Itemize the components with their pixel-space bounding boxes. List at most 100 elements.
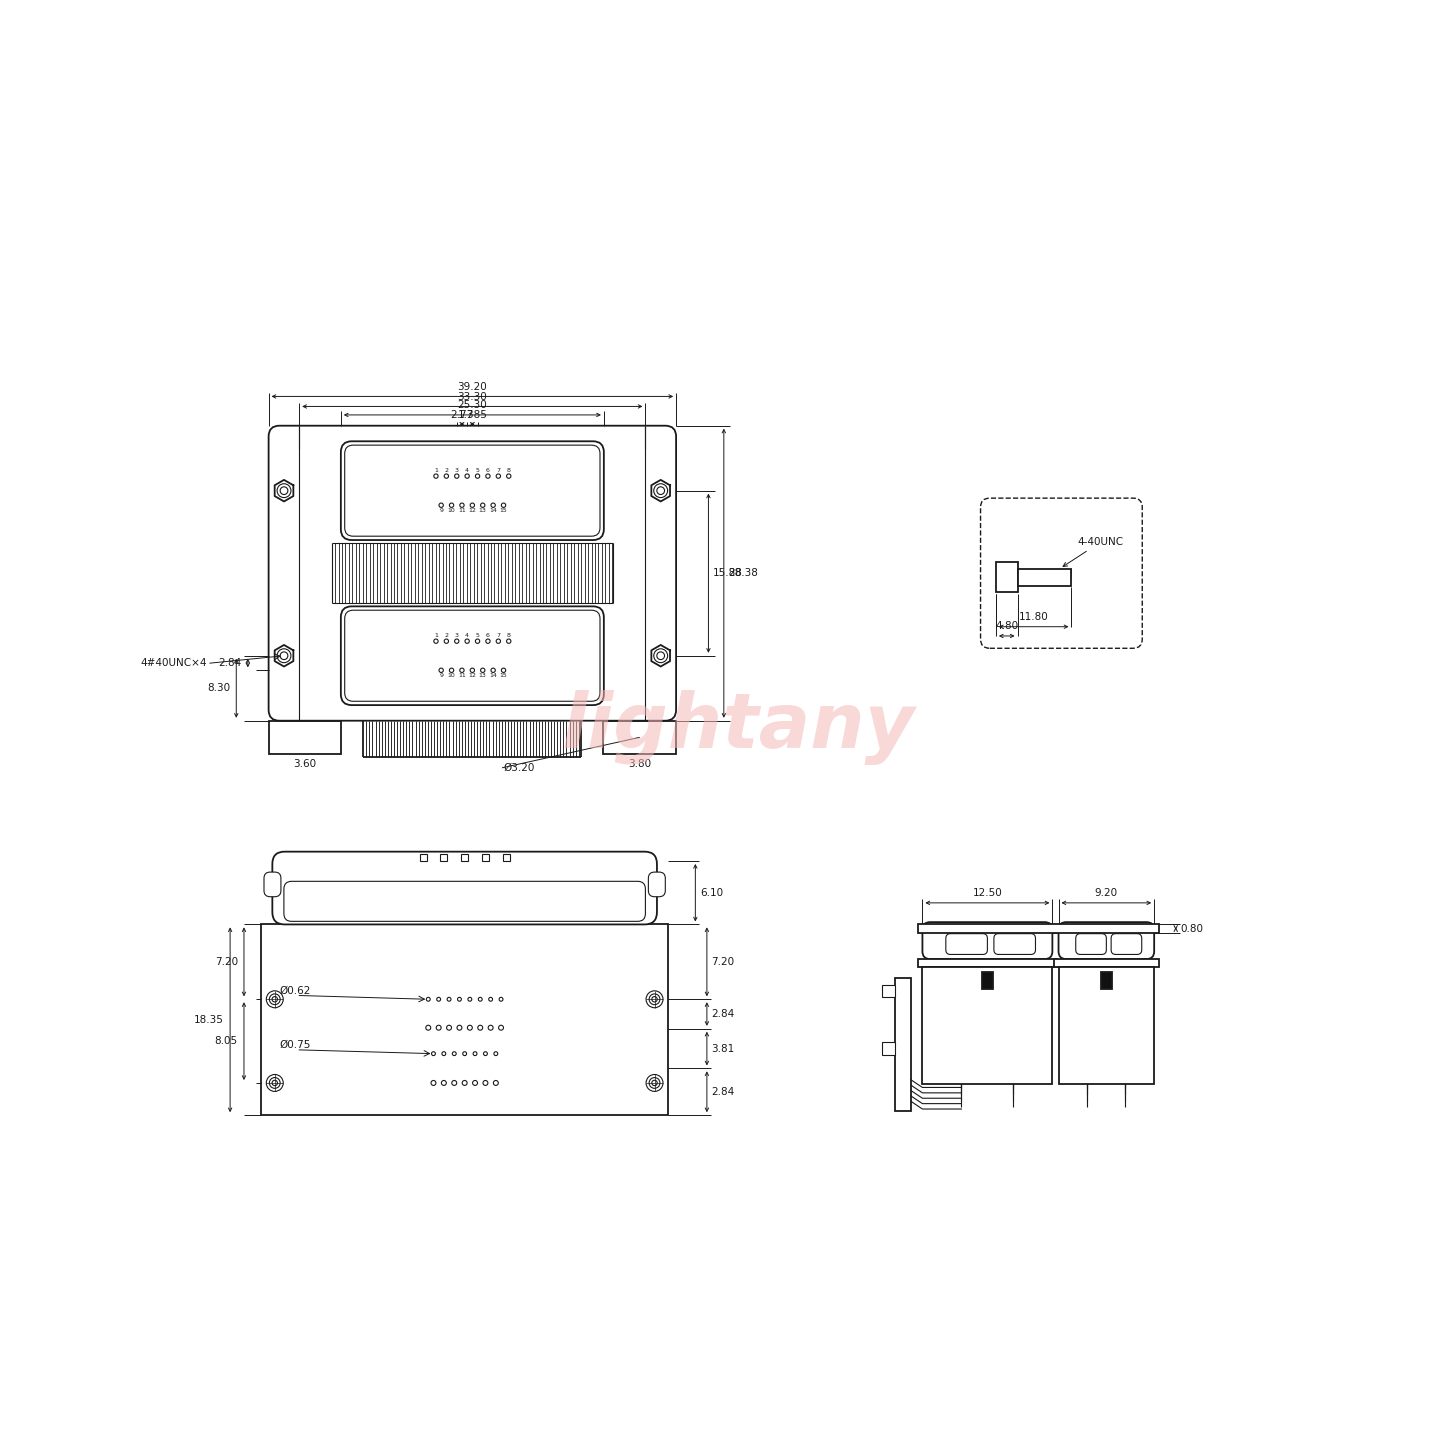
Text: 33.30: 33.30	[458, 392, 487, 402]
Text: 12.50: 12.50	[972, 888, 1002, 899]
Text: 5: 5	[475, 634, 480, 638]
Bar	[996, 562, 1018, 592]
Text: 18.35: 18.35	[194, 1015, 225, 1025]
FancyBboxPatch shape	[981, 498, 1142, 648]
FancyBboxPatch shape	[946, 933, 988, 955]
Bar	[982, 972, 992, 989]
Text: 8.05: 8.05	[215, 1037, 238, 1045]
Text: 6: 6	[487, 634, 490, 638]
Polygon shape	[651, 645, 670, 667]
Bar	[261, 924, 668, 1115]
Bar	[923, 968, 1053, 1084]
Text: 4.80: 4.80	[995, 621, 1018, 631]
Text: 2.84: 2.84	[711, 1087, 734, 1097]
Bar	[1058, 968, 1155, 1084]
Text: 39.20: 39.20	[458, 382, 487, 392]
Text: 12: 12	[468, 674, 477, 678]
FancyBboxPatch shape	[269, 426, 677, 720]
Text: 5: 5	[475, 468, 480, 474]
Text: 13: 13	[480, 508, 487, 513]
Text: 8: 8	[507, 468, 511, 474]
Text: 14: 14	[490, 508, 497, 513]
Text: 4: 4	[465, 634, 469, 638]
Text: 11.80: 11.80	[1020, 612, 1048, 622]
Text: 15: 15	[500, 674, 507, 678]
Text: 10: 10	[448, 508, 455, 513]
Text: 4#40UNC×4: 4#40UNC×4	[141, 658, 207, 668]
Text: 3.81: 3.81	[711, 1044, 734, 1054]
Text: 7: 7	[497, 634, 500, 638]
FancyBboxPatch shape	[923, 922, 1053, 959]
Bar	[461, 854, 468, 861]
Text: 12: 12	[468, 508, 477, 513]
FancyBboxPatch shape	[1076, 933, 1106, 955]
Text: 25.30: 25.30	[458, 400, 487, 410]
Text: 2.84: 2.84	[711, 1009, 734, 1020]
FancyBboxPatch shape	[648, 873, 665, 897]
FancyBboxPatch shape	[344, 445, 600, 536]
Text: 4-40UNC: 4-40UNC	[1063, 537, 1123, 566]
Text: 3.80: 3.80	[628, 759, 651, 769]
Bar	[441, 854, 448, 861]
Bar	[1102, 972, 1112, 989]
Text: 9: 9	[439, 508, 444, 513]
Text: 8: 8	[507, 634, 511, 638]
FancyBboxPatch shape	[1058, 922, 1155, 959]
Text: 2.77: 2.77	[451, 409, 474, 419]
Text: Ø0.75: Ø0.75	[279, 1040, 311, 1050]
Bar	[269, 720, 341, 755]
Polygon shape	[651, 480, 670, 501]
Text: 7: 7	[497, 468, 500, 474]
FancyBboxPatch shape	[344, 611, 600, 701]
Text: 15: 15	[500, 508, 507, 513]
Text: 9.20: 9.20	[1094, 888, 1117, 899]
Bar	[881, 985, 896, 998]
Text: 3: 3	[455, 468, 459, 474]
Text: 7.20: 7.20	[215, 956, 238, 966]
Text: 8.30: 8.30	[207, 683, 230, 693]
Text: 6.10: 6.10	[700, 887, 723, 897]
Text: Ø0.62: Ø0.62	[279, 985, 311, 995]
Bar	[482, 854, 490, 861]
Bar	[419, 854, 426, 861]
Bar	[1054, 959, 1159, 968]
FancyBboxPatch shape	[341, 606, 603, 706]
Text: 1.385: 1.385	[458, 409, 487, 419]
Bar	[603, 720, 677, 755]
Text: 15.88: 15.88	[713, 569, 743, 579]
Text: 6: 6	[487, 468, 490, 474]
Bar	[917, 924, 1159, 933]
Bar	[1018, 569, 1071, 586]
Text: 3: 3	[455, 634, 459, 638]
Text: 7.20: 7.20	[711, 956, 734, 966]
Text: 9: 9	[439, 674, 444, 678]
Text: Ø3.20: Ø3.20	[504, 763, 534, 773]
Text: 28.38: 28.38	[729, 569, 759, 579]
Text: 2: 2	[445, 468, 448, 474]
FancyBboxPatch shape	[1112, 933, 1142, 955]
Text: 2.84: 2.84	[219, 658, 242, 668]
FancyBboxPatch shape	[341, 441, 603, 540]
Text: 14: 14	[490, 674, 497, 678]
Bar	[917, 959, 1057, 968]
Text: 2: 2	[445, 634, 448, 638]
Text: 3.60: 3.60	[294, 759, 317, 769]
FancyBboxPatch shape	[272, 851, 657, 924]
Bar	[881, 1043, 896, 1054]
FancyBboxPatch shape	[284, 881, 645, 922]
Polygon shape	[275, 645, 294, 667]
Text: 11: 11	[458, 674, 465, 678]
Text: 0.80: 0.80	[1181, 923, 1204, 933]
Text: 4: 4	[465, 468, 469, 474]
Polygon shape	[275, 480, 294, 501]
FancyBboxPatch shape	[994, 933, 1035, 955]
FancyBboxPatch shape	[264, 873, 281, 897]
Text: 1: 1	[433, 468, 438, 474]
Text: 1: 1	[433, 634, 438, 638]
Text: 11: 11	[458, 508, 465, 513]
Text: 10: 10	[448, 674, 455, 678]
Text: 13: 13	[480, 674, 487, 678]
Text: lightany: lightany	[562, 690, 914, 765]
Bar	[503, 854, 510, 861]
Bar	[896, 978, 912, 1112]
